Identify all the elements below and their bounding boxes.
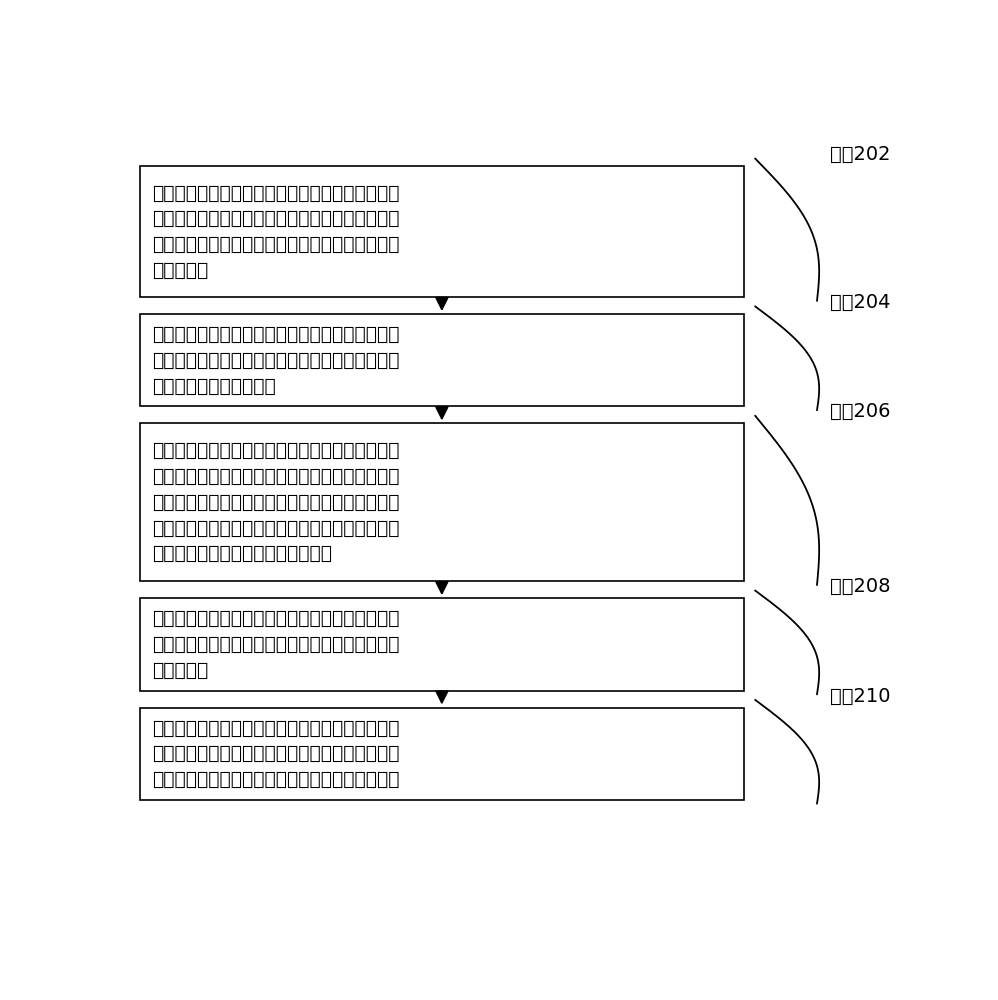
Text: 在预设的柱坐标系下，获取毫米波柱面全息安检成
像系统的发射信号经反射后的回波信号。柱坐标系
的高度轴与毫米波柱面全息安检成像系统的柱面的
中轴线重合: 在预设的柱坐标系下，获取毫米波柱面全息安检成 像系统的发射信号经反射后的回波信号… (152, 184, 399, 280)
Text: 步骤210: 步骤210 (830, 686, 890, 705)
Text: 步骤202: 步骤202 (830, 145, 890, 164)
Bar (140, 598, 744, 691)
Text: 计算回波信号对应的距离像序列，根据预设的距离
轴坐标值范围从距离像序列中得到被检目标在该柱
坐标系下的目标回波信号: 计算回波信号对应的距离像序列，根据预设的距离 轴坐标值范围从距离像序列中得到被检… (152, 325, 399, 395)
Text: 根据柱坐标目标三维成像数据或直角坐标目标三维
成像数据，获取目标空间三维点云数据，对三维点
云数据进行去噪处理后重构为对应的目标三维表面: 根据柱坐标目标三维成像数据或直角坐标目标三维 成像数据，获取目标空间三维点云数据… (152, 718, 399, 789)
Text: 步骤208: 步骤208 (830, 577, 890, 596)
Text: 根据目标回波信号获得对应的空间波数谱，将空间
波数谱沿该柱坐标系的高度轴和距离轴分解，在该
柱坐标系下获得发射信号的每个频点对应的单频三
维成像数据，将单频三维: 根据目标回波信号获得对应的空间波数谱，将空间 波数谱沿该柱坐标系的高度轴和距离轴… (152, 441, 399, 563)
Bar (140, 423, 744, 581)
Text: 根据预设的直角坐标系和直角坐标值范围，将柱坐
标目标三维成像数据重构为对应的直角坐标目标三
维成像数据: 根据预设的直角坐标系和直角坐标值范围，将柱坐 标目标三维成像数据重构为对应的直角… (152, 609, 399, 680)
Bar (140, 166, 744, 297)
Bar (140, 314, 744, 406)
Text: 步骤204: 步骤204 (830, 293, 890, 312)
Bar (140, 708, 744, 800)
Text: 步骤206: 步骤206 (830, 402, 890, 421)
